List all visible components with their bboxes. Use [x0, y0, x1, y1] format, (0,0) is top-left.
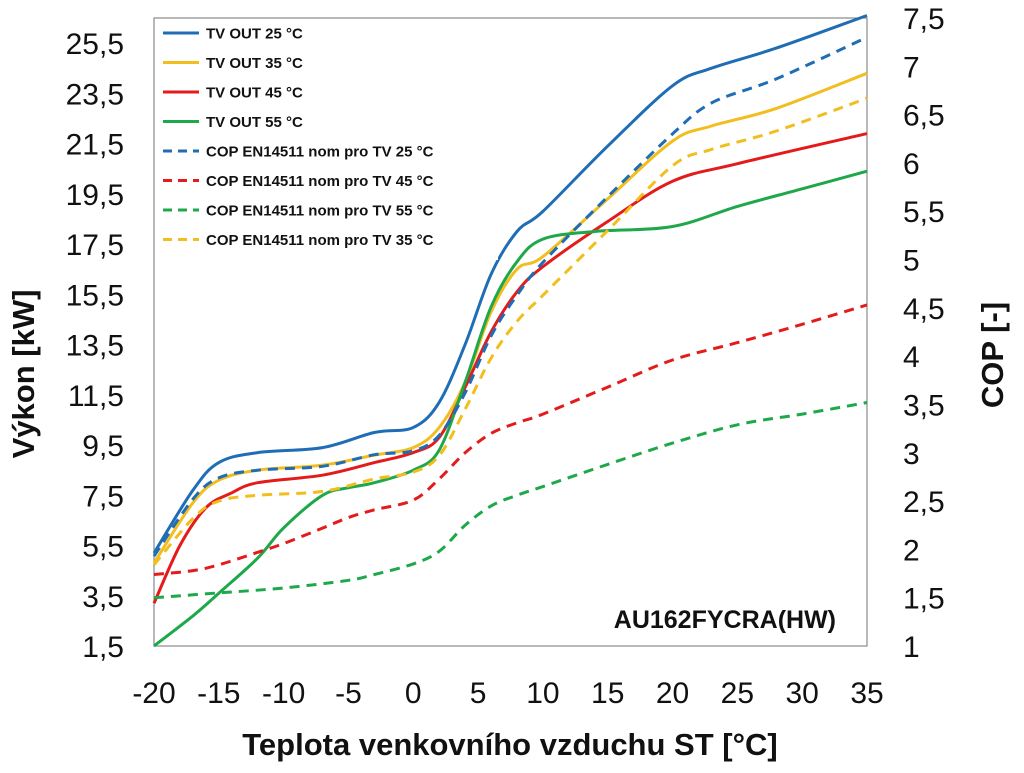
x-tick-label: -5 [335, 677, 362, 710]
y-left-tick-label: 21,5 [66, 129, 124, 162]
legend-label: COP EN14511 nom pro TV 45 °C [206, 173, 434, 190]
y-right-tick-label: 5 [903, 245, 920, 278]
x-tick-label: 20 [656, 677, 689, 710]
axes: -20 -15 -10 -5 0 5 10 15 20 25 30 351,53,55,57,59,5… [66, 3, 945, 710]
y-left-tick-label: 15,5 [66, 279, 124, 312]
plot-area-border [153, 17, 868, 647]
y-right-tick-label: 4 [903, 341, 920, 374]
x-tick-label: 0 [405, 677, 422, 710]
y-left-tick-label: 9,5 [82, 430, 124, 463]
legend-label: COP EN14511 nom pro TV 35 °C [206, 232, 434, 249]
y-left-tick-label: 13,5 [66, 330, 124, 363]
x-tick-label: 35 [850, 677, 883, 710]
y-left-tick-label: 5,5 [82, 531, 124, 564]
legend-label: TV OUT 25 °C [206, 26, 303, 43]
y-right-tick-label: 6 [903, 148, 920, 181]
legend-label: COP EN14511 nom pro TV 25 °C [206, 144, 434, 161]
series-line-6 [153, 303, 868, 576]
y-left-tick-label: 3,5 [82, 581, 124, 614]
y-right-tick-label: 3,5 [903, 389, 945, 422]
series-line-7 [153, 401, 868, 600]
x-tick-label: 10 [526, 677, 559, 710]
model-annotation: AU162FYCRA(HW) [614, 606, 836, 634]
x-axis-title: Teplota venkovního vzduchu ST [°C] [242, 727, 777, 762]
x-tick-label: -15 [197, 677, 240, 710]
y-left-tick-label: 11,5 [68, 380, 124, 413]
y-left-tick-label: 1,5 [82, 631, 124, 664]
y-left-tick-label: 19,5 [66, 179, 124, 212]
legend-label: TV OUT 45 °C [206, 85, 303, 102]
y-right-tick-label: 2,5 [903, 486, 945, 519]
legend-label: COP EN14511 nom pro TV 55 °C [206, 203, 434, 220]
legend: TV OUT 25 °C TV OUT 35 °C TV OUT 45 °C TV O… [160, 20, 498, 260]
y-right-tick-label: 1 [903, 631, 920, 664]
y-axis-right-title: COP [-] [975, 302, 1010, 408]
x-tick-label: -10 [262, 677, 305, 710]
legend-label: TV OUT 35 °C [206, 55, 303, 72]
y-left-tick-label: 7,5 [82, 480, 124, 513]
series-line-1 [152, 14, 868, 554]
series-layer [152, 14, 868, 648]
y-right-tick-label: 7,5 [903, 3, 945, 36]
y-right-tick-label: 7 [903, 51, 920, 84]
y-right-tick-label: 2 [903, 534, 920, 567]
x-tick-label: 25 [721, 677, 754, 710]
legend-label: TV OUT 55 °C [206, 114, 303, 131]
y-right-tick-label: 6,5 [903, 100, 945, 133]
x-tick-label: 15 [591, 677, 624, 710]
y-right-tick-label: 4,5 [903, 293, 945, 326]
x-tick-label: 5 [470, 677, 487, 710]
series-line-5 [152, 35, 868, 557]
series-line-4 [153, 169, 868, 648]
y-left-tick-label: 23,5 [66, 78, 124, 111]
y-left-tick-label: 25,5 [66, 28, 124, 61]
y-right-tick-label: 5,5 [903, 196, 945, 229]
y-right-tick-label: 1,5 [903, 583, 945, 616]
y-left-tick-label: 17,5 [66, 229, 124, 262]
x-tick-label: -20 [132, 677, 175, 710]
series-line-8 [152, 96, 868, 566]
y-axis-left-title: Výkon [kW] [6, 290, 41, 459]
y-right-tick-label: 3 [903, 438, 920, 471]
legend-box [160, 20, 498, 260]
x-tick-label: 30 [785, 677, 818, 710]
